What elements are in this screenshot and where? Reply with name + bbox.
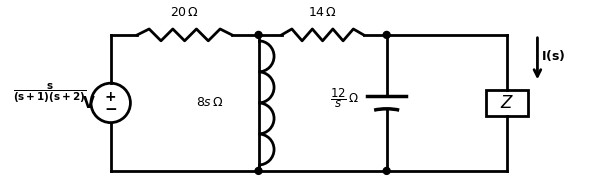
Circle shape: [255, 31, 262, 38]
Text: $\mathbf{I(s)}$: $\mathbf{I(s)}$: [542, 48, 566, 63]
FancyBboxPatch shape: [486, 90, 527, 116]
Text: $Z$: $Z$: [500, 94, 514, 112]
Text: $\dfrac{12}{s}\,\Omega$: $\dfrac{12}{s}\,\Omega$: [330, 86, 359, 110]
Circle shape: [384, 167, 390, 174]
Text: $\mathbf{V}$: $\mathbf{V}$: [82, 95, 96, 111]
Text: $14\,\Omega$: $14\,\Omega$: [308, 6, 337, 19]
Text: −: −: [104, 102, 117, 117]
Text: $8s\,\Omega$: $8s\,\Omega$: [196, 96, 224, 109]
Circle shape: [255, 167, 262, 174]
Text: $\dfrac{\mathbf{s}}{\mathbf{(s+1)(s+2)}}$: $\dfrac{\mathbf{s}}{\mathbf{(s+1)(s+2)}}…: [13, 81, 86, 105]
Text: $20\,\Omega$: $20\,\Omega$: [170, 6, 199, 19]
Circle shape: [384, 31, 390, 38]
Text: +: +: [105, 90, 116, 104]
